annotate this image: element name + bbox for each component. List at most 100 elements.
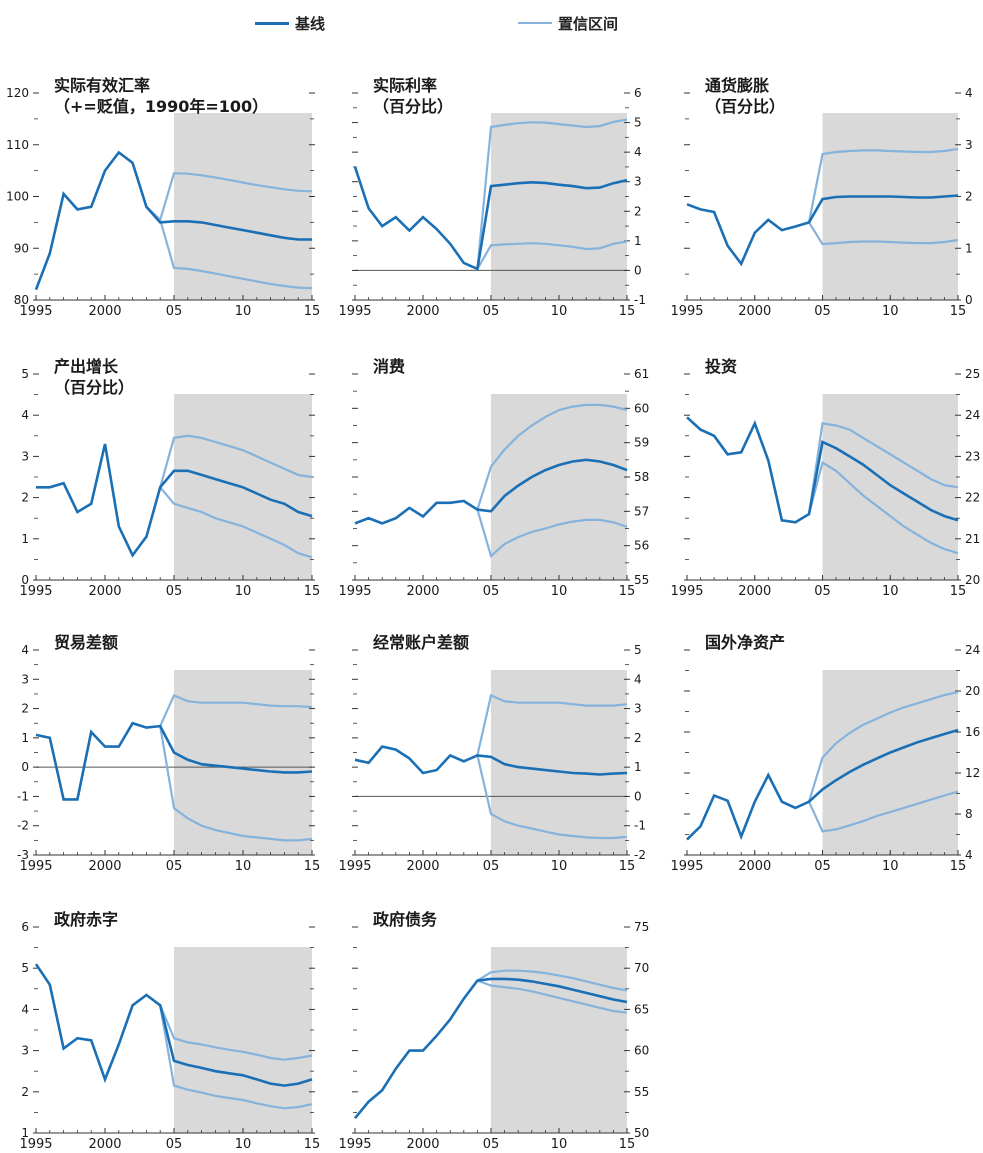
x-tick-label: 1995	[19, 304, 52, 319]
panel-title: （百分比）	[705, 97, 785, 116]
y-tick-label: 3	[634, 702, 642, 716]
panel-title: （百分比）	[54, 378, 134, 397]
y-tick-label: 12	[965, 766, 980, 780]
x-tick-label: 15	[304, 584, 321, 599]
y-tick-label: 56	[634, 539, 649, 553]
lower-confidence-line	[807, 790, 959, 833]
x-tick-label: 1995	[19, 584, 52, 599]
y-tick-label: 5	[21, 961, 29, 975]
baseline-line	[353, 166, 628, 271]
y-tick-label: 25	[965, 367, 980, 381]
upper-confidence-line	[807, 690, 959, 803]
x-tick-label: 05	[814, 859, 831, 874]
y-tick-label: 75	[634, 920, 649, 934]
x-tick-label: 1995	[338, 304, 371, 319]
y-tick-label: -2	[17, 819, 29, 833]
x-tick-label: 05	[483, 1137, 500, 1152]
chart-panel-9: 1995 2000 05 10 154 8 12 16 20 24 国外净资产	[670, 633, 980, 874]
x-tick-label: 2000	[738, 584, 771, 599]
upper-confidence-line	[159, 434, 313, 488]
y-tick-label: 80	[14, 293, 29, 307]
y-tick-label: 4	[21, 1002, 29, 1016]
baseline-line	[354, 745, 628, 776]
upper-confidence-line	[807, 422, 959, 515]
y-tick-label: -1	[634, 293, 646, 307]
panel-title: 投资	[705, 357, 737, 376]
x-tick-label: 1995	[670, 584, 703, 599]
y-tick-label: 2	[634, 204, 642, 218]
forecast-shade	[822, 113, 958, 300]
x-tick-label: 05	[166, 584, 183, 599]
panel-title: （百分比）	[373, 97, 453, 116]
upper-confidence-line	[145, 172, 313, 222]
chart-panel-10: 1995 2000 05 10 15 1 2 3 4 5 6 政府赤字	[19, 910, 320, 1152]
baseline-line	[353, 977, 628, 1120]
x-tick-label: 15	[619, 859, 636, 874]
y-tick-label: 20	[965, 573, 980, 587]
lower-confidence-line	[476, 755, 628, 840]
y-tick-label: 24	[965, 408, 980, 422]
forecast-shade	[174, 947, 312, 1133]
lower-confidence-line	[145, 205, 313, 290]
x-tick-label: 05	[166, 1137, 183, 1152]
x-tick-label: 05	[483, 584, 500, 599]
chart-panel-7: 1995 2000 05 10 15 -3 -2 -1 0 1 2 3 4 贸易差额	[17, 633, 320, 874]
lower-confidence-line	[477, 979, 628, 1014]
x-tick-label: 1995	[338, 859, 371, 874]
y-tick-label: 1	[634, 760, 642, 774]
y-tick-label: 1	[21, 532, 29, 546]
y-tick-label: 21	[965, 532, 980, 546]
y-tick-label: 2	[21, 1085, 29, 1099]
chart-panel-8: 1995 2000 05 10 15-2 -1 0 1 2 3 4 5 经常账户差额	[338, 633, 646, 874]
forecast-shade	[822, 670, 958, 855]
x-tick-label: 15	[950, 304, 967, 319]
x-tick-label: 10	[235, 859, 252, 874]
x-tick-label: 10	[551, 859, 568, 874]
x-tick-label: 10	[882, 859, 899, 874]
upper-confidence-line	[159, 693, 313, 727]
x-tick-label: 2000	[738, 859, 771, 874]
y-tick-label: 3	[21, 449, 29, 463]
y-tick-label: 23	[965, 449, 980, 463]
upper-confidence-line	[159, 1004, 313, 1061]
chart-panel-3: 1995 2000 05 10 150 1 2 3 4 通货膨胀 （百分比）	[670, 76, 972, 319]
y-tick-label: 3	[965, 138, 973, 152]
panel-title: 经常账户差额	[373, 633, 469, 652]
panel-title: 通货膨胀	[705, 76, 769, 95]
y-tick-label: 60	[634, 1044, 649, 1058]
baseline-line	[35, 721, 313, 801]
y-tick-label: -1	[634, 819, 646, 833]
y-tick-label: 4	[634, 672, 642, 686]
baseline-line	[354, 458, 628, 525]
y-tick-label: 60	[634, 401, 649, 415]
lower-confidence-line	[808, 221, 959, 246]
y-tick-label: 2	[21, 702, 29, 716]
x-tick-label: 15	[619, 584, 636, 599]
panel-title: 国外净资产	[705, 633, 785, 652]
x-tick-label: 2000	[88, 584, 121, 599]
y-tick-label: 4	[21, 408, 29, 422]
y-tick-label: 0	[965, 293, 973, 307]
baseline-line	[686, 194, 959, 267]
y-tick-label: 0	[21, 573, 29, 587]
baseline-line	[34, 150, 312, 291]
lower-confidence-line	[159, 725, 313, 842]
y-tick-label: 50	[634, 1126, 649, 1140]
y-tick-label: -2	[634, 848, 646, 862]
baseline-line	[686, 416, 959, 524]
y-tick-label: 8	[965, 807, 973, 821]
baseline-line	[36, 443, 313, 558]
panel-title: 产出增长	[54, 357, 119, 376]
y-tick-label: 90	[14, 241, 29, 255]
y-tick-label: 24	[965, 643, 980, 657]
legend-label-baseline: 基线	[295, 14, 326, 33]
baseline-line	[686, 728, 959, 841]
y-tick-label: 6	[21, 920, 29, 934]
y-tick-label: 16	[965, 725, 980, 739]
x-tick-label: 10	[551, 304, 568, 319]
y-tick-label: 2	[965, 190, 973, 204]
chart-panel-1: 1995 2000 05 10 15 80 90 100 110 120 实际有效汇率 （+=贬值，1…	[6, 76, 320, 319]
x-tick-label: 05	[166, 859, 183, 874]
